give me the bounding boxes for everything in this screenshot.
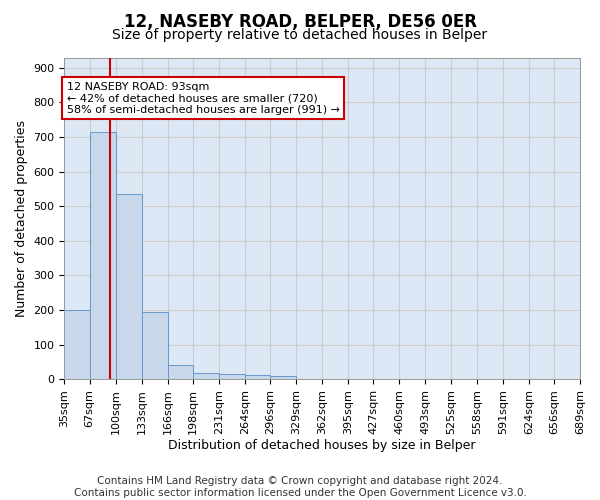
Bar bbox=[219, 374, 245, 379]
Bar bbox=[89, 132, 116, 379]
Text: Size of property relative to detached houses in Belper: Size of property relative to detached ho… bbox=[112, 28, 488, 42]
Text: Contains HM Land Registry data © Crown copyright and database right 2024.
Contai: Contains HM Land Registry data © Crown c… bbox=[74, 476, 526, 498]
Y-axis label: Number of detached properties: Number of detached properties bbox=[15, 120, 28, 317]
Bar bbox=[64, 310, 89, 379]
X-axis label: Distribution of detached houses by size in Belper: Distribution of detached houses by size … bbox=[169, 440, 476, 452]
Bar bbox=[167, 366, 193, 379]
Bar bbox=[142, 312, 167, 379]
Bar bbox=[116, 194, 142, 379]
Bar bbox=[193, 373, 219, 379]
Text: 12, NASEBY ROAD, BELPER, DE56 0ER: 12, NASEBY ROAD, BELPER, DE56 0ER bbox=[124, 12, 476, 30]
Bar bbox=[245, 376, 270, 379]
Text: 12 NASEBY ROAD: 93sqm
← 42% of detached houses are smaller (720)
58% of semi-det: 12 NASEBY ROAD: 93sqm ← 42% of detached … bbox=[67, 82, 340, 115]
Bar bbox=[270, 376, 296, 379]
